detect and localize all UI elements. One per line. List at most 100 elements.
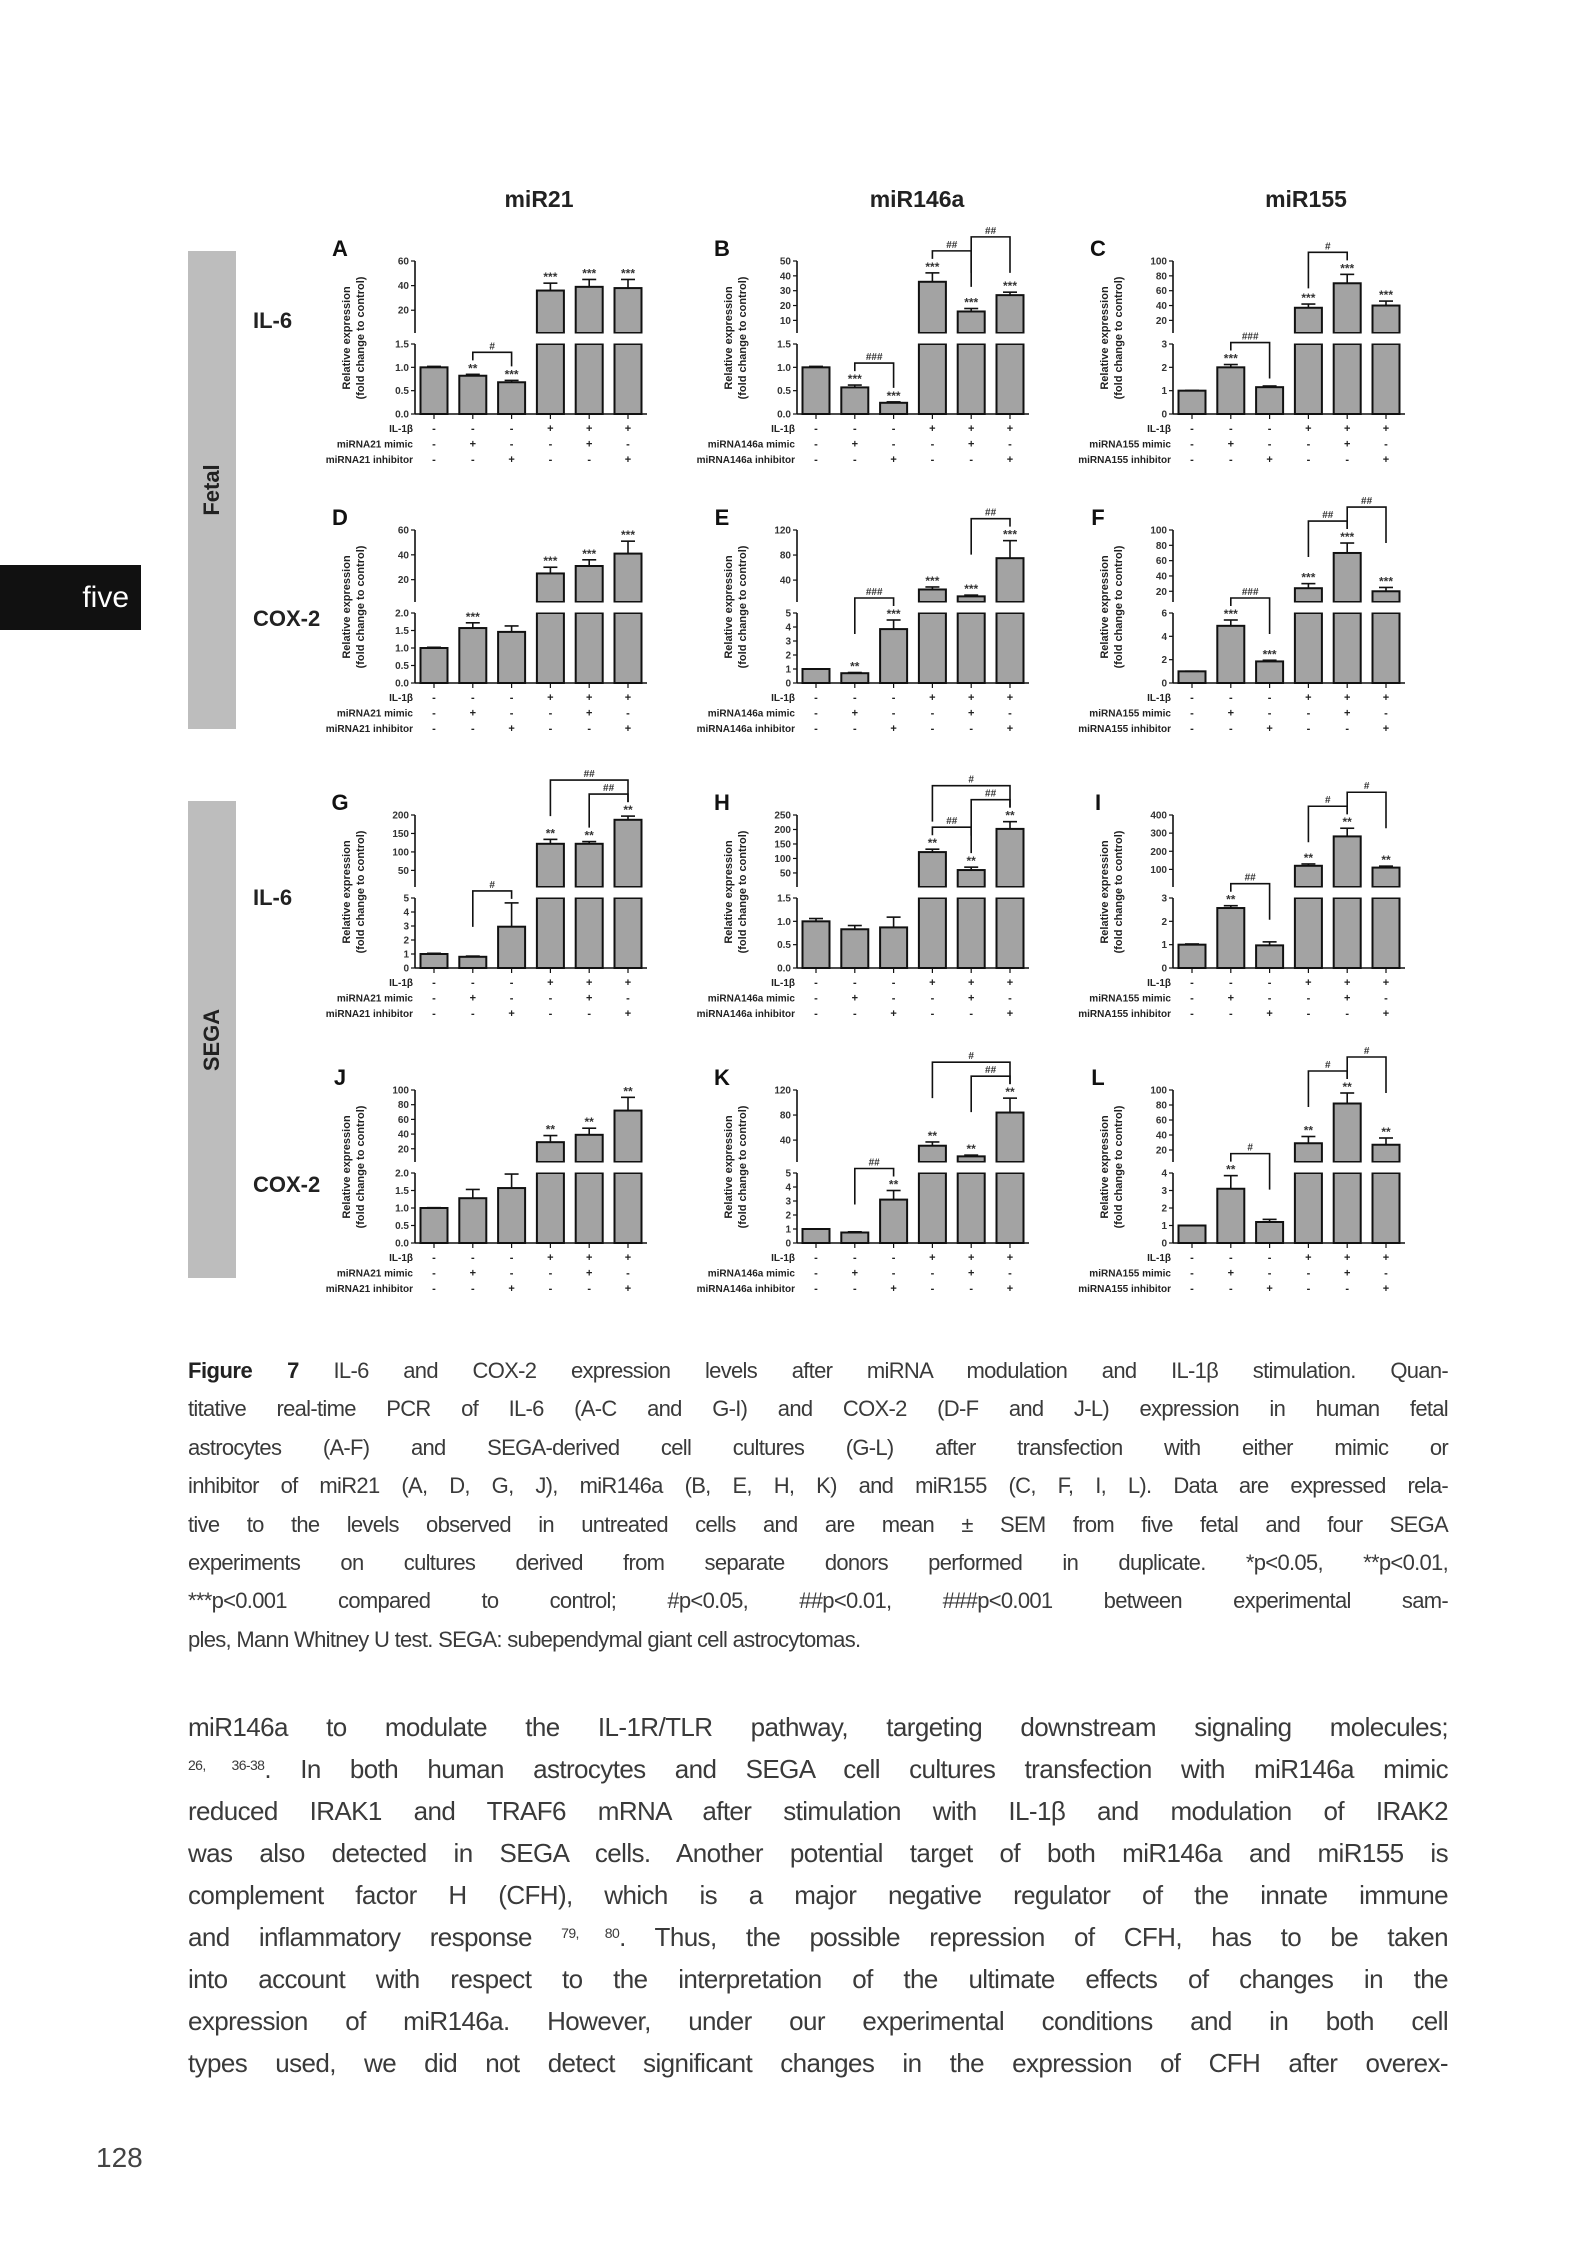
treatment-sign: - xyxy=(1307,708,1311,720)
treatment-sign: - xyxy=(892,708,896,720)
treatment-label: miRNA146a inhibitor xyxy=(697,724,795,735)
axis-break xyxy=(612,1162,644,1173)
treatment-sign: - xyxy=(1268,692,1272,704)
y-axis-label-line2: (fold change to control) xyxy=(355,276,367,399)
bar-upper-segment xyxy=(917,588,947,604)
significance-marker: ** xyxy=(1226,893,1236,907)
treatment-sign: + xyxy=(1007,1008,1013,1020)
significance-marker: *** xyxy=(543,554,557,568)
treatment-sign: - xyxy=(814,1268,818,1280)
bar xyxy=(458,1197,488,1244)
treatment-sign: - xyxy=(814,1283,818,1295)
axis-break xyxy=(612,887,644,898)
panel-letter: C xyxy=(1090,236,1106,261)
treatment-sign: - xyxy=(1307,439,1311,451)
significance-bracket xyxy=(1307,251,1349,289)
body-text-segment: expression of miR146a. However, under ou… xyxy=(188,2006,1449,2036)
treatment-sign: - xyxy=(510,439,514,451)
bar-upper-segment xyxy=(1293,587,1323,604)
treatment-sign: + xyxy=(929,1252,935,1264)
treatment-sign: - xyxy=(432,1252,436,1264)
bar xyxy=(1177,389,1207,416)
significance-marker: *** xyxy=(1224,607,1238,621)
y-tick-label: 200 xyxy=(774,825,791,836)
y-tick-label: 1.0 xyxy=(395,363,409,374)
y-axis-label-line2: (fold change to control) xyxy=(355,545,367,668)
panel-letter: I xyxy=(1095,790,1101,815)
body-text-segment: . In both human astrocytes and SEGA cell… xyxy=(264,1754,1449,1784)
bar-lower-segment xyxy=(917,897,947,969)
y-tick-label: 0 xyxy=(1161,410,1167,421)
treatment-sign: - xyxy=(1307,1008,1311,1020)
significance-marker: *** xyxy=(1301,291,1315,305)
treatment-sign: + xyxy=(508,1283,514,1295)
treatment-sign: - xyxy=(587,454,591,466)
y-tick-label: 100 xyxy=(1150,526,1167,537)
bar xyxy=(458,627,488,685)
treatment-sign: + xyxy=(890,1283,896,1295)
y-tick-label: 150 xyxy=(392,829,409,840)
bar-lower-segment xyxy=(917,612,947,684)
treatment-sign: - xyxy=(931,454,935,466)
bar xyxy=(1177,943,1207,970)
treatment-sign: - xyxy=(1190,1268,1194,1280)
treatment-sign: + xyxy=(968,708,974,720)
y-tick-label: 50 xyxy=(780,868,792,879)
treatment-sign: - xyxy=(510,423,514,435)
significance-bracket xyxy=(853,597,895,634)
y-tick-label: 40 xyxy=(398,1130,410,1141)
y-tick-label: 0 xyxy=(785,679,791,690)
y-tick-label: 1.0 xyxy=(395,644,409,655)
axis-break xyxy=(573,887,605,898)
treatment-sign: + xyxy=(1228,708,1234,720)
treatment-sign: - xyxy=(1268,977,1272,989)
y-axis-label-line2: (fold change to control) xyxy=(737,830,749,953)
treatment-label: IL-1β xyxy=(389,978,413,989)
y-tick-label: 250 xyxy=(774,811,791,822)
treatment-label: miRNA146a mimic xyxy=(708,709,796,720)
treatment-sign: - xyxy=(432,977,436,989)
significance-marker: ** xyxy=(1381,1125,1391,1139)
treatment-sign: - xyxy=(471,1252,475,1264)
treatment-sign: - xyxy=(1190,993,1194,1005)
body-line: types used, we did not detect significan… xyxy=(188,2042,1449,2084)
significance-marker: *** xyxy=(621,266,635,280)
treatment-sign: - xyxy=(549,439,553,451)
axis-break xyxy=(534,1162,566,1173)
treatment-sign: - xyxy=(1268,439,1272,451)
bracket-label: # xyxy=(968,1051,974,1062)
treatment-sign: - xyxy=(432,723,436,735)
bar-upper-segment xyxy=(535,1141,565,1164)
significance-marker: ** xyxy=(1381,853,1391,867)
group-bar-fetal: Fetal xyxy=(188,251,236,729)
treatment-sign: - xyxy=(549,723,553,735)
y-axis-label-line1: Relative expression xyxy=(1099,286,1111,390)
treatment-sign: + xyxy=(1228,993,1234,1005)
bar-lower-segment xyxy=(1332,897,1362,969)
bracket-label: # xyxy=(1247,1143,1253,1154)
bar xyxy=(1255,386,1285,416)
treatment-sign: + xyxy=(625,454,631,466)
significance-marker: ** xyxy=(1343,1080,1353,1094)
treatment-sign: - xyxy=(931,708,935,720)
y-tick-label: 4 xyxy=(1161,632,1167,643)
treatment-sign: + xyxy=(586,993,592,1005)
bracket-label: ## xyxy=(946,240,958,251)
treatment-sign: + xyxy=(625,723,631,735)
treatment-sign: + xyxy=(586,439,592,451)
bar xyxy=(801,1228,831,1244)
treatment-sign: + xyxy=(1383,423,1389,435)
body-text: miR146a to modulate the IL-1R/TLR pathwa… xyxy=(188,1706,1449,2084)
y-tick-label: 0.5 xyxy=(777,386,791,397)
treatment-sign: - xyxy=(432,1008,436,1020)
bar xyxy=(1216,624,1246,684)
panel-letter: K xyxy=(714,1065,730,1090)
axis-break xyxy=(1292,602,1324,613)
panel-letter: D xyxy=(332,505,348,530)
treatment-sign: - xyxy=(1008,439,1012,451)
bar xyxy=(801,920,831,969)
bar-lower-segment xyxy=(1293,343,1323,415)
y-tick-label: 40 xyxy=(780,271,792,282)
bracket-label: ## xyxy=(1361,496,1373,507)
bar-lower-segment xyxy=(995,343,1025,415)
